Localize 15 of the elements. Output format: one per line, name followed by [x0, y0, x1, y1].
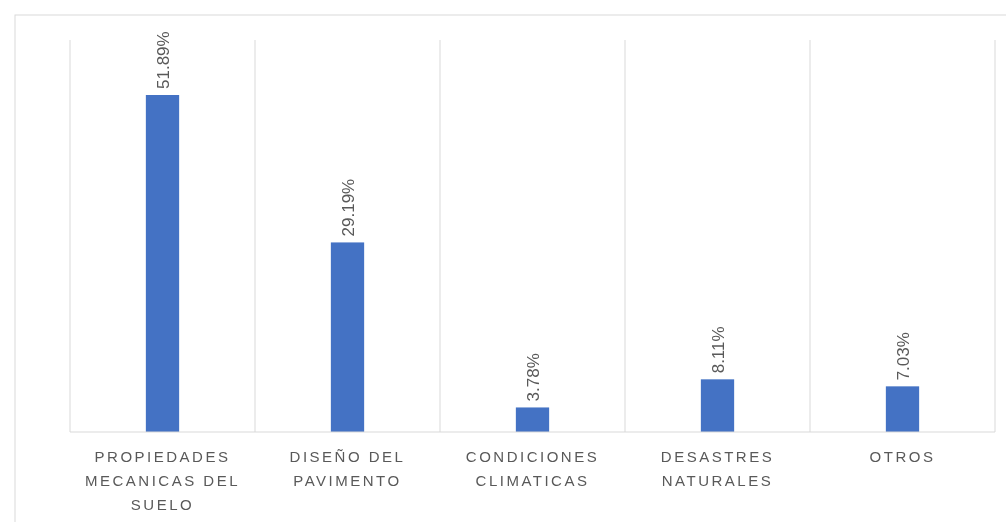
- bar: [145, 95, 180, 432]
- bar: [885, 386, 920, 432]
- bar: [330, 242, 365, 432]
- bar: [700, 379, 735, 432]
- x-tick-label: DESASTRES NATURALES: [660, 448, 775, 489]
- data-label: 29.19%: [338, 178, 358, 237]
- data-label: 51.89%: [153, 31, 173, 89]
- bar: [515, 407, 550, 432]
- data-label: 7.03%: [893, 332, 913, 381]
- x-tick-label: CONDICIONES CLIMATICAS: [465, 448, 600, 489]
- data-label: 3.78%: [523, 353, 543, 402]
- x-tick-label: PROPIEDADES MECANICAS DEL SUELO: [84, 448, 241, 513]
- x-tick-label: OTROS: [869, 448, 936, 465]
- x-tick-label: DISEÑO DEL PAVIMENTO: [289, 448, 406, 489]
- data-label: 8.11%: [708, 326, 728, 374]
